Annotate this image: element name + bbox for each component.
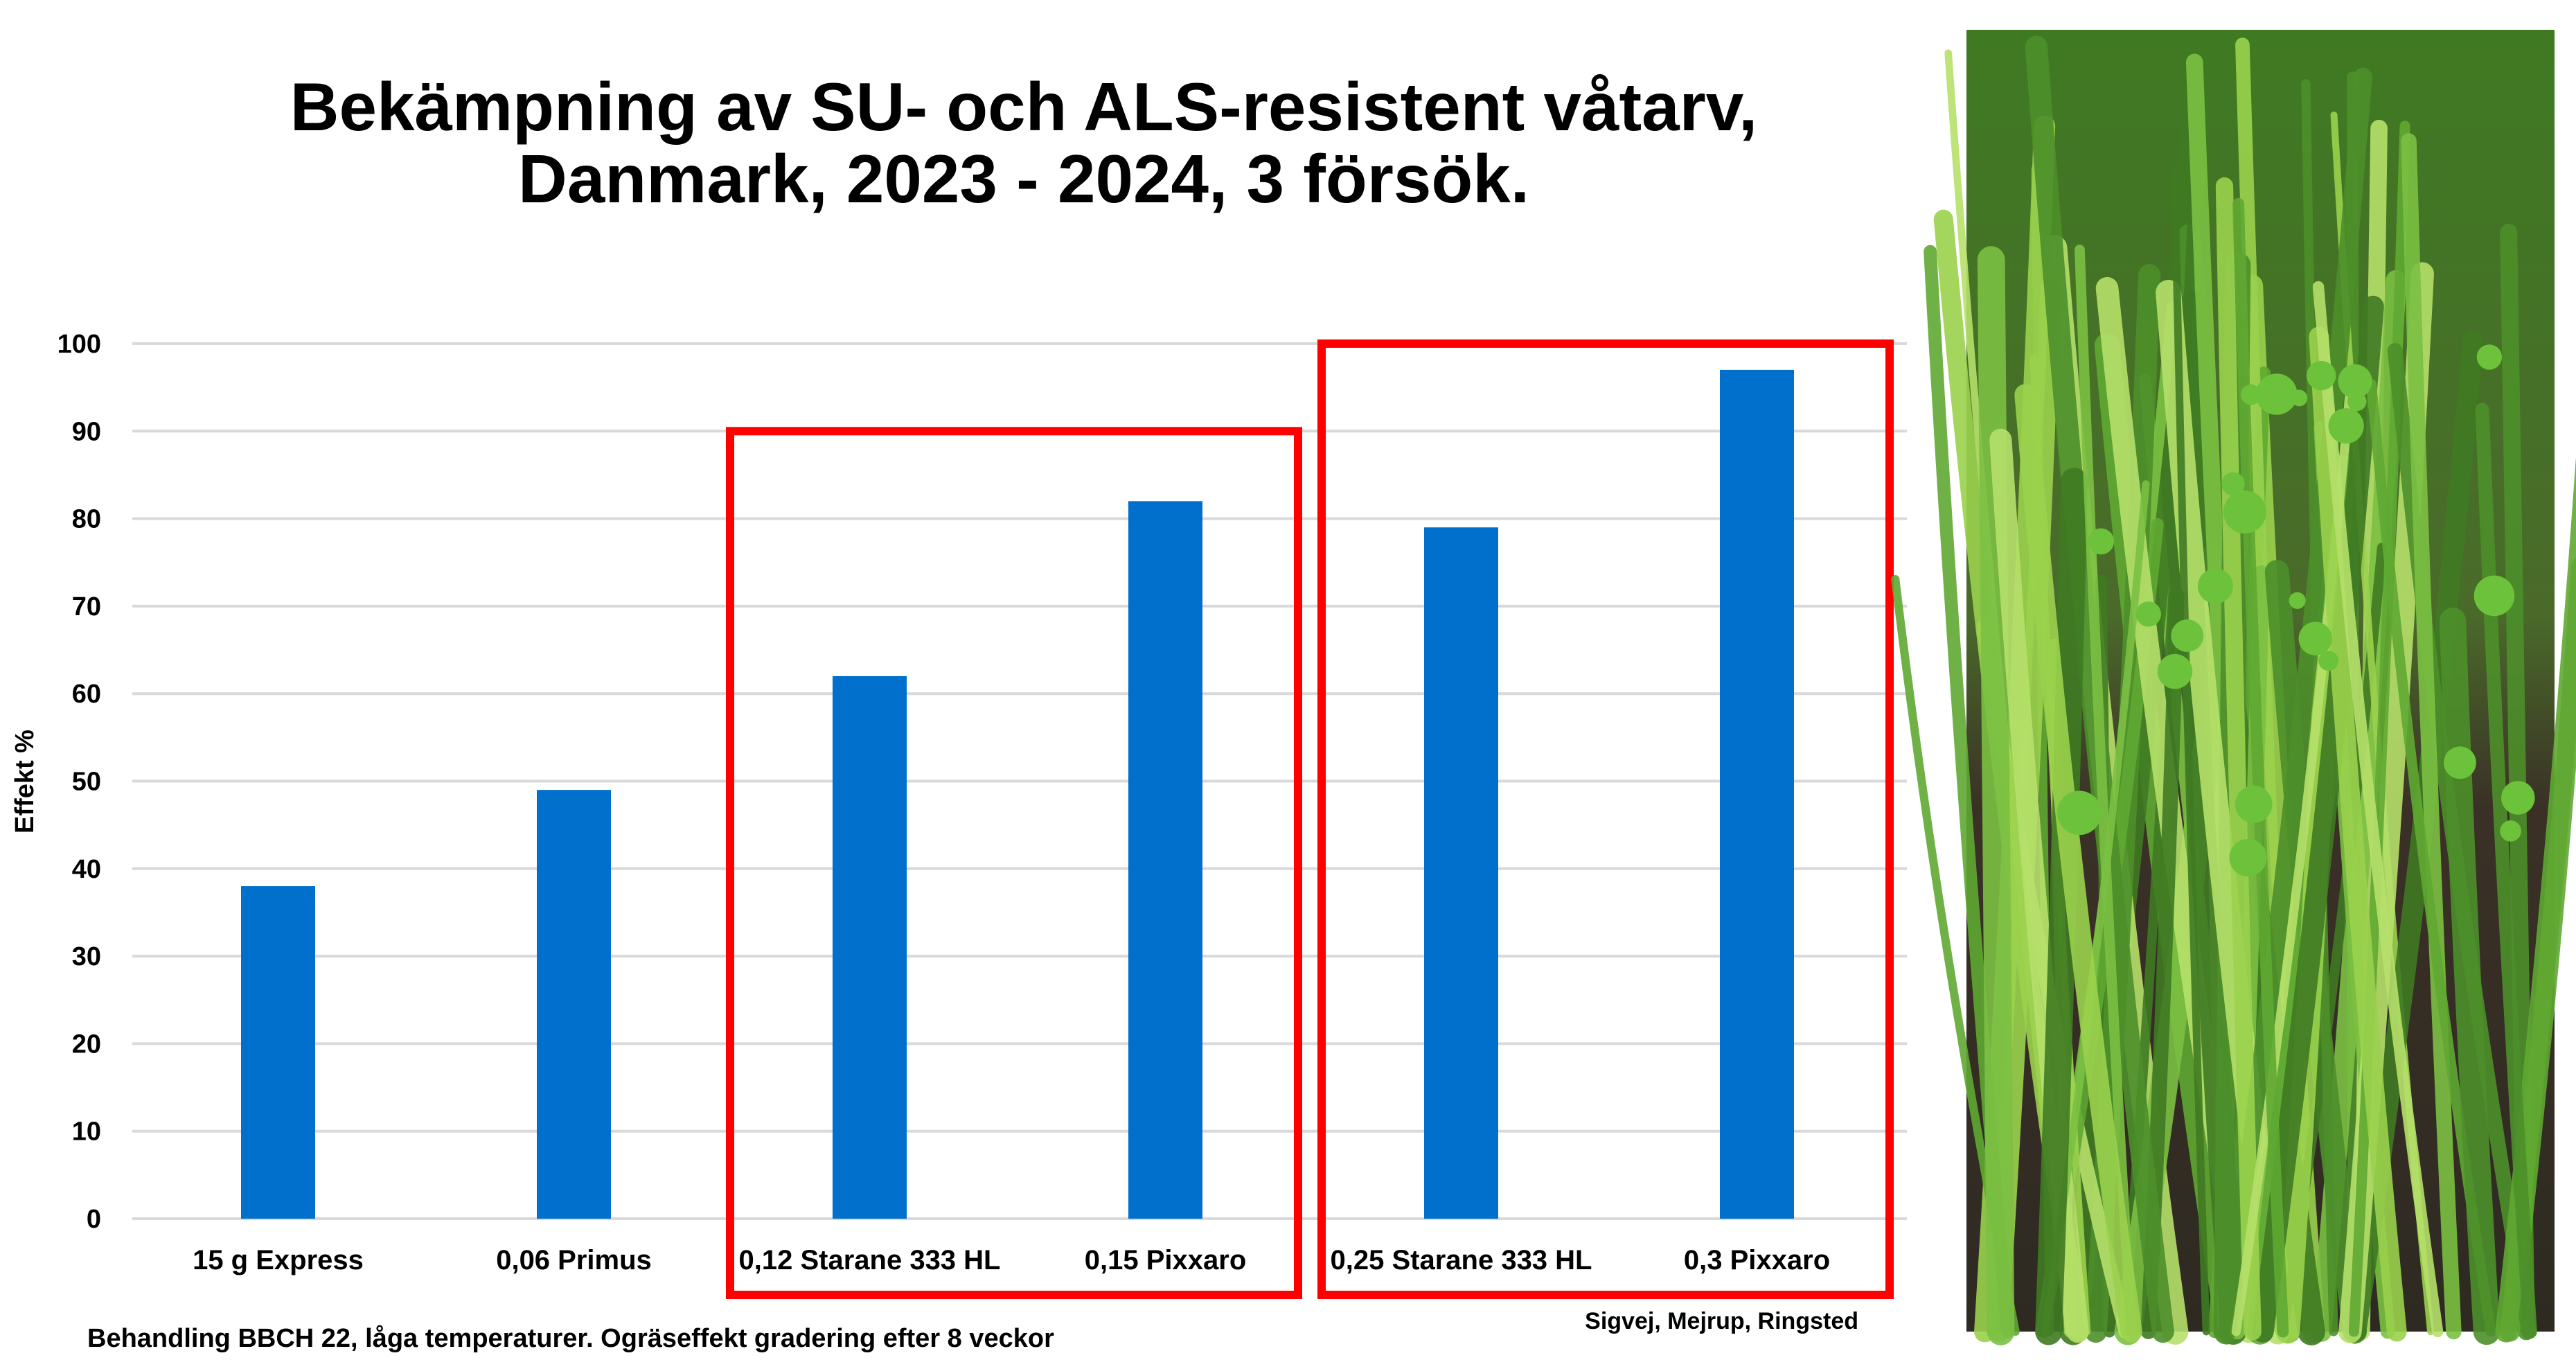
y-tick-label: 10 <box>72 1118 101 1147</box>
y-tick-label: 100 <box>57 330 101 359</box>
chickweed-leaf <box>2501 781 2535 815</box>
sites-credit: Sigvej, Mejrup, Ringsted <box>1585 1308 1858 1334</box>
gridlines <box>132 342 1907 1220</box>
chickweed-leaf <box>2500 820 2521 842</box>
grass-blade <box>2232 197 2289 1338</box>
y-tick-label: 80 <box>72 505 101 534</box>
chickweed-leaf <box>2328 408 2364 444</box>
grass-blade <box>2348 121 2410 1337</box>
y-tick-label: 20 <box>72 1030 101 1059</box>
chickweed-leaf <box>2256 373 2298 415</box>
chickweed-leaf <box>2229 838 2267 877</box>
grass-blade <box>2075 245 2137 1337</box>
bar <box>833 675 907 1219</box>
chickweed-leaf <box>2157 653 2193 689</box>
grass-blade <box>2252 295 2384 1343</box>
y-tick-label: 30 <box>72 942 101 971</box>
y-tick-label: 70 <box>72 592 101 621</box>
grass-blade <box>2025 35 2174 1343</box>
chickweed-leaf <box>2291 389 2308 407</box>
chickweed-leaf <box>2306 360 2336 391</box>
grass-blade <box>2475 403 2537 1339</box>
bar <box>1424 527 1498 1219</box>
footnote: Behandling BBCH 22, låga temperaturer. O… <box>87 1324 1054 1353</box>
grass-blade <box>1977 246 2015 1345</box>
chickweed-leaf <box>2223 491 2266 533</box>
x-tick-label: 0,15 Pixxaro <box>1085 1245 1247 1275</box>
bar <box>241 886 315 1219</box>
x-tick-label: 0,06 Primus <box>496 1245 652 1275</box>
x-tick-label: 0,12 Starane 333 HL <box>739 1245 1001 1275</box>
chickweed-leaf <box>2057 791 2102 836</box>
chickweed-leaf <box>2444 746 2476 779</box>
grass-blade <box>2312 281 2444 1338</box>
chickweed-leaf <box>2235 786 2273 823</box>
chickweed-leaf <box>2473 575 2515 617</box>
field-photo <box>1891 30 2576 1345</box>
chickweed-leaf <box>2221 472 2245 496</box>
grass-blade <box>2401 133 2462 1340</box>
category-labels: 15 g Express 0,06 Primus 0,12 Starane 333 … <box>193 1245 1830 1275</box>
bar <box>1720 369 1794 1219</box>
chickweed-leaf <box>2476 344 2503 370</box>
y-axis-label: Effekt % <box>10 730 39 833</box>
y-tick-label: 60 <box>72 680 101 709</box>
highlight-boxes <box>726 339 1894 1299</box>
grass-blade <box>2439 607 2501 1345</box>
x-tick-label: 15 g Express <box>193 1245 364 1275</box>
bar <box>537 790 611 1219</box>
y-tick-label: 90 <box>72 417 101 446</box>
highlight-box <box>1317 339 1894 1299</box>
grass-blade <box>2215 177 2262 1341</box>
chickweed-leaf <box>2318 651 2339 671</box>
chickweed-leaf <box>2198 568 2233 604</box>
y-tick-labels: 0 10 20 30 40 50 60 70 80 90 100 <box>57 330 101 1234</box>
chart-title-line-1: Bekämpning av SU- och ALS-resistent våta… <box>290 69 1757 145</box>
y-tick-label: 50 <box>72 768 101 797</box>
chickweed-leaf <box>2240 384 2262 405</box>
chart-title-line-2: Danmark, 2023 - 2024, 3 försök. <box>518 141 1529 217</box>
y-tick-label: 40 <box>72 855 101 884</box>
chickweed-leaf <box>2289 592 2306 609</box>
highlight-box <box>726 427 1302 1299</box>
chickweed-leaf <box>2298 621 2332 655</box>
bar <box>1128 501 1202 1219</box>
x-tick-label: 0,25 Starane 333 HL <box>1331 1245 1592 1275</box>
chickweed-leaf <box>2135 601 2161 627</box>
y-tick-label: 0 <box>87 1205 101 1234</box>
x-tick-label: 0,3 Pixxaro <box>1684 1245 1830 1275</box>
bars <box>241 369 1794 1219</box>
chickweed-leaf <box>2338 364 2372 398</box>
chickweed-leaf <box>2171 619 2204 652</box>
chickweed-leaf <box>2088 528 2115 555</box>
grass-blade <box>2014 384 2142 1343</box>
grass-blade <box>2035 468 2088 1345</box>
grass-blade <box>2170 165 2210 1336</box>
grass-blade <box>2309 326 2407 1342</box>
